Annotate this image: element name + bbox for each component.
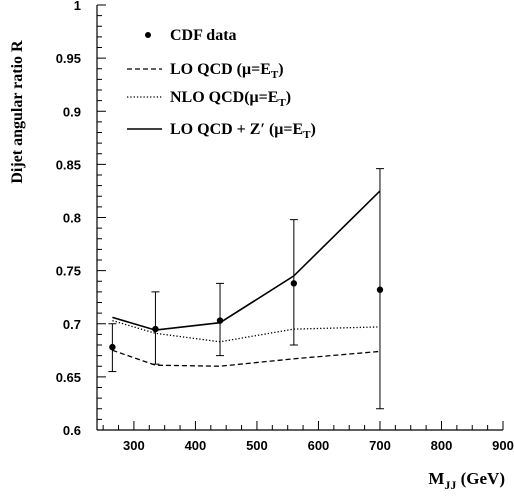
legend-item: LO QCD (μ=ET) [127, 61, 284, 81]
cdf-data-point [290, 280, 298, 287]
legend-item: LO QCD + Z′ (μ=ET) [127, 121, 316, 141]
x-tick-label: 900 [492, 438, 514, 453]
legend-label: LO QCD (μ=ET) [170, 61, 284, 81]
y-tick-label: 0.7 [63, 317, 81, 332]
legend: CDF data LO QCD (μ=ET) NLO QCD(μ=ET) LO QCD… [127, 27, 316, 141]
legend-item: CDF data [145, 27, 237, 44]
y-tick-label: 0.65 [56, 370, 81, 385]
legend-label: NLO QCD(μ=ET) [170, 89, 291, 109]
x-tick-label: 400 [185, 438, 207, 453]
x-tick-label: 300 [123, 438, 145, 453]
y-tick-label: 0.95 [56, 51, 81, 66]
series-line-solid [112, 190, 381, 331]
cdf-data-point [376, 286, 384, 293]
legend-marker-dot [145, 32, 151, 38]
series-line-dashed [112, 349, 381, 367]
y-axis-title: Dijet angular ratio R [9, 40, 26, 184]
cdf-data-point [109, 343, 116, 351]
series-line-dotted [112, 319, 381, 343]
x-tick-label: 800 [431, 438, 453, 453]
axis-labels: Dijet angular ratio R MJJ (GeV) [9, 40, 505, 492]
y-tick-label: 0.6 [63, 423, 81, 438]
y-tick-label: 0.75 [56, 264, 81, 279]
x-axis-title: MJJ (GeV) [428, 469, 505, 492]
x-tick-label: 600 [308, 438, 330, 453]
x-tick-label: 500 [246, 438, 268, 453]
y-tick-label: 0.85 [56, 157, 81, 172]
y-tick-label: 1 [74, 0, 81, 13]
y-tick-label: 0.8 [63, 211, 81, 226]
series-group [108, 168, 384, 410]
legend-label: CDF data [170, 27, 237, 44]
x-tick-label: 700 [369, 438, 391, 453]
y-tick-label: 0.9 [63, 104, 81, 119]
legend-label: LO QCD + Z′ (μ=ET) [170, 121, 316, 141]
axes: 0.6 0.65 0.7 0.75 0.8 0.85 0.9 0.95 1 300 400 500 60… [56, 0, 514, 453]
legend-item: NLO QCD(μ=ET) [127, 89, 291, 109]
